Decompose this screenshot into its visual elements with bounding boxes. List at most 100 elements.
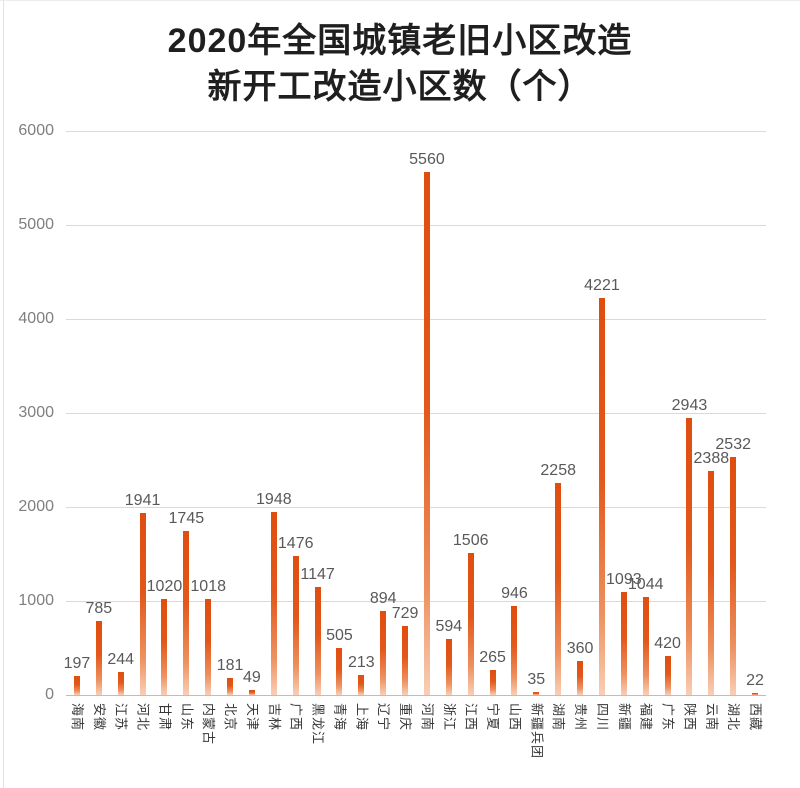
x-category-label: 浙江 [441, 703, 457, 732]
bar-value-label: 1948 [256, 490, 292, 508]
bar-value-label: 505 [326, 626, 353, 644]
bar [358, 674, 365, 695]
bar-value-label: 1093 [606, 571, 642, 589]
bar-value-label: 2532 [715, 435, 751, 453]
bar [205, 599, 212, 695]
bar-value-label: 49 [243, 669, 261, 687]
bar-value-label: 1941 [124, 491, 161, 509]
bar [336, 647, 343, 695]
x-category-label: 湖南 [551, 703, 567, 732]
bar-value-label: 946 [501, 585, 528, 603]
bar [423, 172, 430, 695]
bar [511, 606, 518, 695]
bar [642, 596, 649, 695]
bar-value-label: 894 [369, 589, 397, 607]
x-category-label: 江苏 [113, 703, 129, 732]
x-category-label: 海南 [69, 703, 85, 732]
bar-value-label: 1506 [452, 532, 489, 550]
x-category-label: 湖北 [726, 703, 742, 732]
bar-value-label: 5560 [409, 151, 445, 169]
y-tick-label: 1000 [18, 592, 54, 609]
bar-value-label: 2943 [671, 397, 708, 415]
bar [598, 298, 605, 695]
x-category-label: 西藏 [748, 703, 764, 732]
x-category-label: 重庆 [398, 703, 414, 732]
x-category-label: 黑龙江 [310, 703, 326, 746]
bar [73, 676, 80, 695]
bar [489, 670, 496, 695]
bar [402, 626, 409, 695]
bar [270, 511, 277, 695]
y-tick-label: 6000 [18, 122, 54, 139]
chart-title-line2: 新开工改造小区数（个） [207, 68, 593, 106]
bar-value-label: 2258 [540, 461, 576, 479]
bar-value-label: 2388 [693, 449, 730, 467]
gridline [66, 413, 766, 414]
bar [139, 512, 146, 695]
x-category-label: 甘肃 [157, 703, 173, 732]
bar-value-label: 1044 [627, 575, 664, 593]
x-axis-line [66, 695, 766, 696]
bar-value-label: 360 [566, 640, 594, 658]
chart-title: 2020年全国城镇老旧小区改造 新开工改造小区数（个） [0, 18, 800, 110]
y-tick-label: 5000 [18, 216, 54, 233]
bar-value-label: 1020 [146, 578, 183, 596]
x-category-label: 陕西 [682, 703, 698, 732]
x-category-label: 吉林 [266, 703, 282, 732]
x-category-label: 广西 [288, 703, 304, 732]
bar [730, 456, 737, 695]
bar-value-label: 785 [85, 600, 113, 618]
x-category-label: 北京 [223, 703, 239, 732]
y-tick-label: 2000 [18, 498, 54, 515]
x-category-label: 安徽 [91, 703, 107, 732]
bar [183, 530, 190, 695]
top-edge-line [0, 0, 800, 1]
gridline [66, 601, 766, 602]
bar [577, 661, 584, 695]
gridline [66, 225, 766, 226]
bar-value-label: 213 [347, 653, 375, 671]
bar [620, 592, 627, 695]
bar [752, 692, 759, 695]
x-category-label: 辽宁 [376, 703, 392, 732]
x-category-label: 新疆兵团 [529, 703, 545, 760]
x-category-label: 山西 [507, 703, 523, 732]
gridline [66, 319, 766, 320]
x-category-label: 宁夏 [485, 703, 501, 732]
x-category-label: 贵州 [573, 703, 589, 732]
y-tick-label: 3000 [18, 404, 54, 421]
bar-value-label: 420 [654, 634, 681, 652]
gridline [66, 507, 766, 508]
bar [708, 470, 715, 695]
x-category-label: 天津 [244, 703, 260, 732]
bar [292, 556, 299, 695]
bar-value-label: 265 [479, 649, 506, 667]
x-category-label: 江西 [463, 703, 479, 732]
x-category-label: 内蒙古 [201, 703, 217, 746]
bar-value-label: 244 [107, 651, 135, 669]
bar-value-label: 181 [216, 656, 244, 674]
bar [555, 482, 562, 695]
bar [95, 621, 102, 695]
bar [248, 690, 255, 695]
x-category-label: 广东 [660, 703, 676, 732]
x-category-label: 云南 [704, 703, 720, 732]
x-category-label: 四川 [594, 703, 610, 732]
bar [533, 691, 540, 695]
x-category-label: 河北 [135, 703, 151, 732]
gridline [66, 131, 766, 132]
chart-title-line1: 2020年全国城镇老旧小区改造 [167, 22, 633, 60]
bar-value-label: 35 [527, 670, 546, 688]
x-category-label: 山东 [179, 703, 195, 732]
bar [664, 655, 671, 695]
bar-value-label: 1745 [168, 509, 205, 527]
bar-value-label: 22 [746, 671, 764, 689]
left-edge-line [3, 0, 4, 788]
bar-value-label: 1476 [277, 535, 314, 553]
bar [686, 418, 693, 695]
bar-value-label: 4221 [584, 277, 620, 295]
x-category-label: 上海 [354, 703, 370, 732]
bar-value-label: 729 [391, 605, 419, 623]
bar [161, 599, 168, 695]
